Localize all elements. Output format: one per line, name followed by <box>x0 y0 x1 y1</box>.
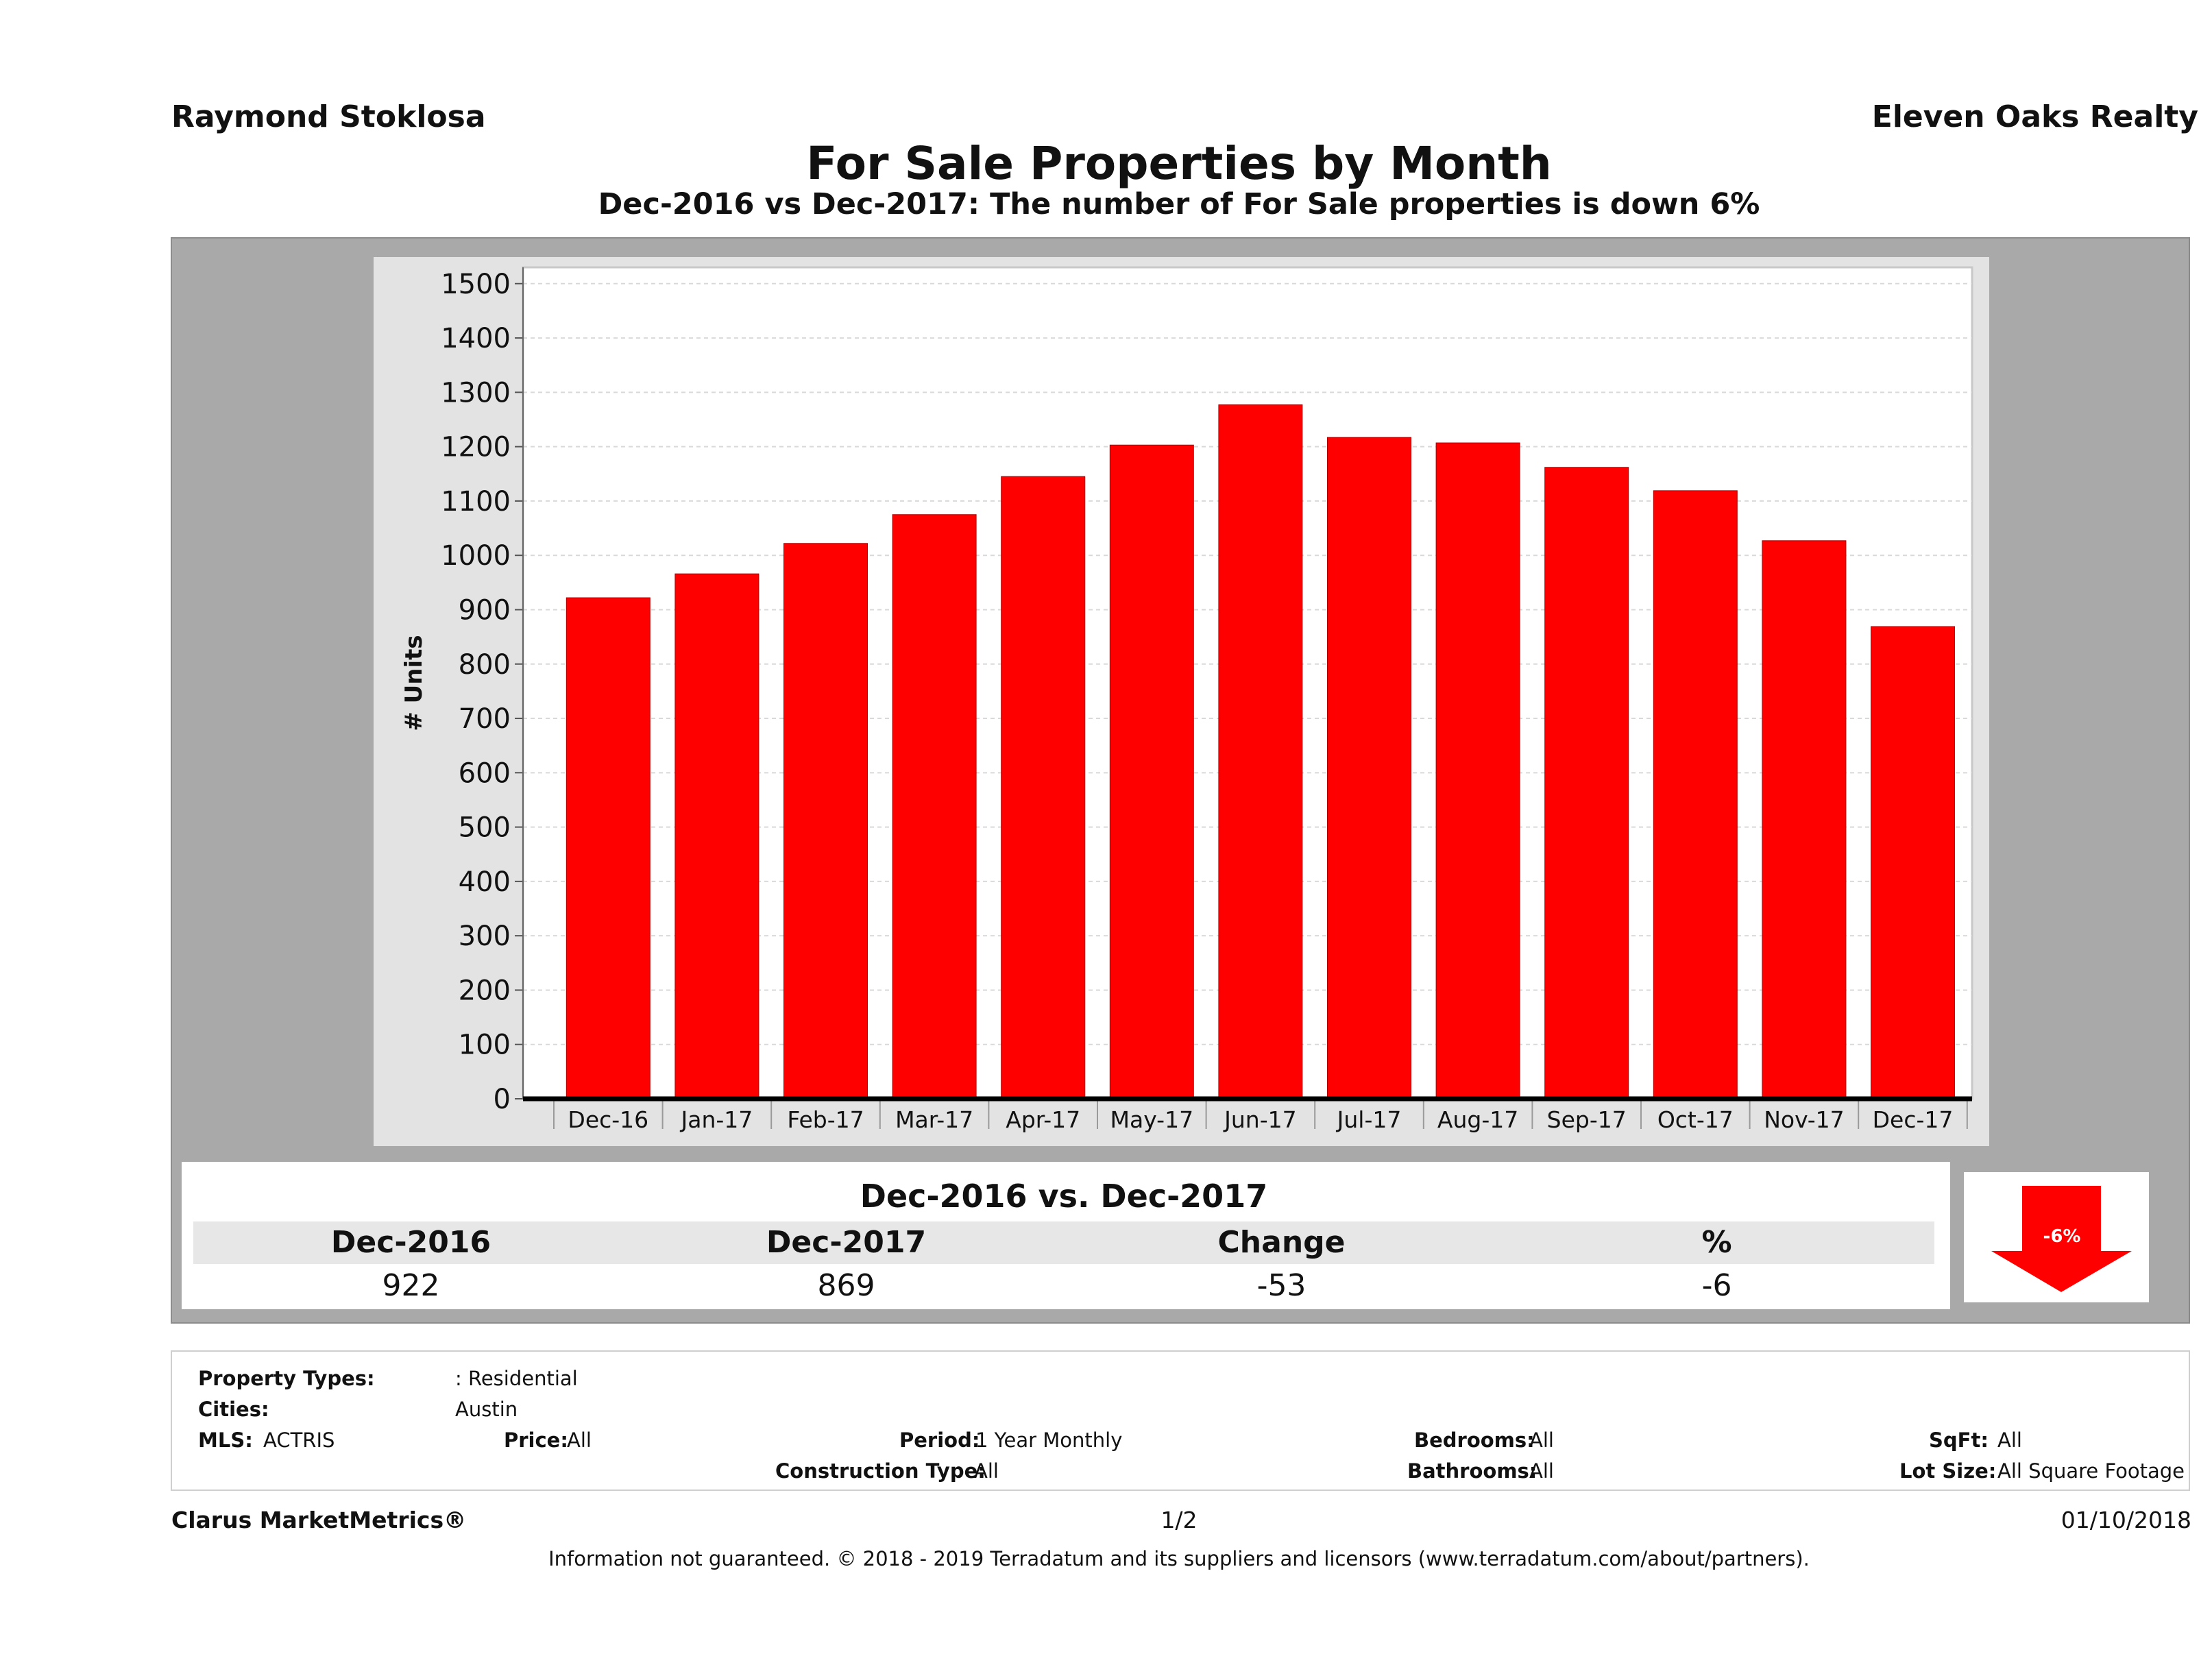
y-tick-label: 1400 <box>441 323 511 354</box>
y-tick-label: 1200 <box>441 432 511 463</box>
x-tick-label: Sep-17 <box>1547 1106 1627 1133</box>
value-percent: -6 <box>1701 1268 1732 1303</box>
sqft-value: All <box>1997 1428 2022 1452</box>
header-dec-2017: Dec-2017 <box>766 1225 927 1260</box>
bar <box>1327 437 1411 1099</box>
bar <box>1435 442 1520 1099</box>
bar <box>1001 476 1086 1099</box>
period-label: Period: <box>899 1428 980 1452</box>
y-tick-label: 300 <box>459 921 511 952</box>
y-tick-label: 800 <box>459 649 511 681</box>
report-subtitle: Dec-2016 vs Dec-2017: The number of For … <box>598 187 1760 221</box>
agent-name: Raymond Stoklosa <box>171 99 486 134</box>
bar <box>566 597 651 1099</box>
period-value: 1 Year Monthly <box>975 1428 1123 1452</box>
comparison-title: Dec-2016 vs. Dec-2017 <box>193 1174 1934 1219</box>
property-types-value: : Residential <box>455 1367 578 1390</box>
footer-disclaimer: Information not guaranteed. © 2018 - 201… <box>548 1547 1810 1570</box>
property-types-label: Property Types: <box>198 1367 375 1390</box>
y-tick-label: 700 <box>459 703 511 735</box>
footer-brand: Clarus MarketMetrics® <box>171 1507 467 1533</box>
bar <box>1218 404 1303 1099</box>
y-tick-label: 600 <box>459 757 511 789</box>
mls-label: MLS: <box>198 1428 253 1452</box>
x-tick-label: Aug-17 <box>1437 1106 1518 1133</box>
x-tick-label: May-17 <box>1110 1106 1194 1133</box>
value-dec-2017: 869 <box>817 1268 875 1303</box>
arrow-percent-label: -6% <box>2043 1226 2081 1247</box>
construction-type-label: Construction Type: <box>775 1459 986 1483</box>
bathrooms-value: All <box>1529 1459 1554 1483</box>
bar <box>1871 626 1955 1099</box>
y-tick-label: 400 <box>459 866 511 898</box>
price-label: Price: <box>504 1428 568 1452</box>
x-tick-label: Nov-17 <box>1764 1106 1844 1133</box>
y-tick-label: 1300 <box>441 377 511 409</box>
lot-size-label: Lot Size: <box>1899 1459 1997 1483</box>
bar <box>1109 444 1194 1099</box>
bar-chart: 0 100 200 300 400 500 600 700 800 900 1000 1100 1200… <box>400 266 1973 1133</box>
y-tick-label: 500 <box>459 812 511 844</box>
header-dec-2016: Dec-2016 <box>330 1225 491 1260</box>
construction-type-value: All <box>974 1459 999 1483</box>
bar <box>1544 467 1629 1099</box>
price-value: All <box>567 1428 592 1452</box>
company-name: Eleven Oaks Realty <box>1871 99 2198 134</box>
bar <box>1762 540 1847 1099</box>
report-title: For Sale Properties by Month <box>806 137 1552 190</box>
sqft-label: SqFt: <box>1929 1428 1989 1452</box>
y-tick-label: 0 <box>494 1084 511 1115</box>
y-tick-label: 200 <box>459 975 511 1006</box>
y-tick-label: 1100 <box>441 486 511 518</box>
chart-area: 0 100 200 300 400 500 600 700 800 900 1000 1100 1200… <box>374 257 1989 1146</box>
footer-page-number: 1/2 <box>1160 1507 1198 1533</box>
bedrooms-label: Bedrooms: <box>1414 1428 1535 1452</box>
header-percent: % <box>1701 1225 1732 1260</box>
x-tick-label: Jan-17 <box>680 1106 753 1133</box>
x-tick-label: Oct-17 <box>1657 1106 1734 1133</box>
y-tick-label: 1500 <box>441 269 511 300</box>
down-arrow-icon: -6% <box>1991 1186 2132 1292</box>
y-tick-label: 1000 <box>441 540 511 572</box>
header-change: Change <box>1217 1225 1346 1260</box>
x-tick-label: Mar-17 <box>895 1106 973 1133</box>
bar <box>674 573 759 1099</box>
y-tick-label: 900 <box>459 594 511 626</box>
value-change: -53 <box>1256 1268 1306 1303</box>
lot-size-value: All Square Footage <box>1997 1459 2185 1483</box>
mls-value: ACTRIS <box>263 1428 335 1452</box>
bar <box>783 543 868 1099</box>
x-tick-label: Apr-17 <box>1006 1106 1080 1133</box>
bar <box>1653 490 1738 1099</box>
y-axis-label: # Units <box>400 635 428 731</box>
x-tick-label: Dec-16 <box>568 1106 648 1133</box>
footer-date: 01/10/2018 <box>2061 1507 2191 1533</box>
x-tick-label: Jul-17 <box>1336 1106 1402 1133</box>
cities-value: Austin <box>455 1398 518 1421</box>
x-tick-label: Dec-17 <box>1873 1106 1954 1133</box>
bedrooms-value: All <box>1529 1428 1554 1452</box>
bathrooms-label: Bathrooms: <box>1407 1459 1538 1483</box>
x-tick-label: Feb-17 <box>787 1106 864 1133</box>
comparison-value-row: 922 869 -53 -6 <box>193 1267 1934 1305</box>
comparison-header-row: Dec-2016 Dec-2017 Change % <box>193 1221 1934 1264</box>
value-dec-2016: 922 <box>382 1268 440 1303</box>
bar <box>892 514 977 1099</box>
cities-label: Cities: <box>198 1398 269 1421</box>
change-indicator: -6% <box>1964 1172 2149 1302</box>
y-tick-label: 100 <box>459 1030 511 1061</box>
criteria-box: Property Types: : Residential Cities: Au… <box>171 1350 2190 1491</box>
x-tick-label: Jun-17 <box>1223 1106 1296 1133</box>
